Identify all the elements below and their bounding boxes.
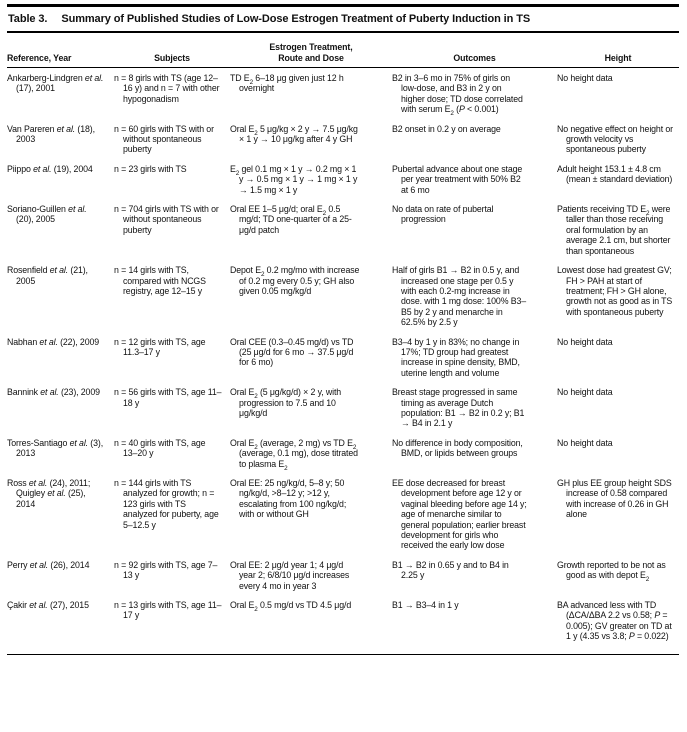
- table-caption: Table 3. Summary of Published Studies of…: [7, 4, 679, 33]
- cell-outcomes: B1 → B3–4 in 1 y: [392, 600, 459, 611]
- column-header-subjects: Subjects: [154, 52, 190, 63]
- cell-subjects: n = 92 girls with TS, age 7–13 y: [114, 559, 218, 581]
- cell-outcomes: No difference in body composition, BMD, …: [392, 437, 523, 459]
- column-header-estrogen-treatment: Estrogen Treatment, Route and Dose: [269, 42, 353, 63]
- cell-height: Lowest dose had greatest GV; FH > PAH at…: [557, 265, 673, 317]
- column-header-height: Height: [604, 52, 632, 63]
- table-title: Summary of Published Studies of Low-Dose…: [61, 13, 531, 25]
- cell-treatment-route-dose: Oral E2 0.5 mg/d vs TD 4.5 μg/d: [230, 600, 352, 613]
- cell-subjects: n = 704 girls with TS with or without sp…: [114, 204, 219, 235]
- cell-height: Growth reported to be not as good as wit…: [557, 559, 666, 583]
- cell-treatment-route-dose: TD E2 6–18 μg given just 12 h overnight: [230, 73, 344, 94]
- cell-treatment-route-dose: Oral CEE (0.3–0.45 mg/d) vs TD (25 μg/d …: [230, 336, 354, 368]
- cell-outcomes: B2 in 3–6 mo in 75% of girls on low-dose…: [392, 73, 523, 117]
- column-header-reference-year: Reference, Year: [7, 52, 72, 63]
- table-row: Piippo et al. (19), 2004 n = 23 girls wi…: [7, 164, 679, 204]
- cell-height: Patients receiving TD E2 were taller tha…: [557, 204, 671, 256]
- cell-height: BA advanced less with TD (ΔCA/ΔBA 2.2 vs…: [557, 600, 672, 642]
- cell-outcomes: Breast stage progressed in same timing a…: [392, 387, 525, 429]
- cell-subjects: n = 13 girls with TS, age 11–17 y: [114, 600, 222, 621]
- table-row: Ross et al. (24), 2011; Quigley et al. (…: [7, 478, 679, 560]
- cell-reference-year: Perry et al. (26), 2014: [7, 559, 90, 570]
- table-row: Van Pareren et al. (18), 2003 n = 60 gir…: [7, 124, 679, 164]
- cell-outcomes: EE dose decreased for breast development…: [392, 478, 527, 551]
- cell-height: No height data: [557, 387, 613, 398]
- cell-outcomes: B1 → B2 in 0.65 y and to B4 in 2.25 y: [392, 559, 509, 581]
- cell-treatment-route-dose: Oral EE: 25 ng/kg/d, 5–8 y; 50 ng/kg/d, …: [230, 478, 347, 520]
- table-row: Perry et al. (26), 2014 n = 92 girls wit…: [7, 560, 679, 600]
- cell-subjects: n = 144 girls with TS analyzed for growt…: [114, 478, 219, 530]
- cell-treatment-route-dose: Oral E2 (average, 2 mg) vs TD E2 (averag…: [230, 437, 358, 472]
- table-row: Nabhan et al. (22), 2009 n = 12 girls wi…: [7, 337, 679, 388]
- cell-height: No height data: [557, 437, 613, 448]
- cell-subjects: n = 8 girls with TS (age 12–16 y) and n …: [114, 73, 220, 104]
- cell-reference-year: Rosenfield et al. (21), 2005: [7, 265, 88, 286]
- cell-reference-year: Nabhan et al. (22), 2009: [7, 336, 100, 347]
- table-header: Reference, Year Subjects Estrogen Treatm…: [7, 33, 679, 68]
- cell-subjects: n = 40 girls with TS, age 13–20 y: [114, 437, 206, 459]
- cell-reference-year: Torres-Santiago et al. (3), 2013: [7, 437, 104, 459]
- table-row: Ankarberg-Lindgren et al. (17), 2001 n =…: [7, 68, 679, 124]
- table-row: Torres-Santiago et al. (3), 2013 n = 40 …: [7, 438, 679, 478]
- cell-height: Adult height 153.1 ± 4.8 cm (mean ± stan…: [557, 163, 673, 185]
- table-row: Bannink et al. (23), 2009 n = 56 girls w…: [7, 387, 679, 438]
- cell-reference-year: Piippo et al. (19), 2004: [7, 163, 93, 174]
- cell-subjects: n = 12 girls with TS, age 11.3–17 y: [114, 336, 206, 357]
- cell-reference-year: Soriano-Guillen et al. (20), 2005: [7, 204, 87, 225]
- cell-outcomes: Half of girls B1 → B2 in 0.5 y, and incr…: [392, 265, 527, 328]
- cell-subjects: n = 14 girls with TS, compared with NCGS…: [114, 265, 206, 296]
- cell-outcomes: No data on rate of pubertal progression: [392, 204, 494, 225]
- cell-reference-year: Ross et al. (24), 2011; Quigley et al. (…: [7, 478, 91, 509]
- table-body: Ankarberg-Lindgren et al. (17), 2001 n =…: [7, 68, 679, 655]
- table-number-label: Table 3.: [8, 13, 48, 25]
- cell-height: GH plus EE group height SDS increase of …: [557, 478, 672, 520]
- cell-reference-year: Ankarberg-Lindgren et al. (17), 2001: [7, 73, 104, 94]
- cell-treatment-route-dose: Depot E2 0.2 mg/mo with increase of 0.2 …: [230, 265, 360, 296]
- studies-table: Reference, Year Subjects Estrogen Treatm…: [7, 33, 679, 655]
- cell-treatment-route-dose: Oral EE: 2 μg/d year 1; 4 μg/d year 2; 6…: [230, 559, 350, 591]
- paper-table-page: Table 3. Summary of Published Studies of…: [7, 4, 679, 655]
- cell-treatment-route-dose: E2 gel 0.1 mg × 1 y → 0.2 mg × 1 y → 0.5…: [230, 163, 358, 195]
- table-row: Rosenfield et al. (21), 2005 n = 14 girl…: [7, 265, 679, 336]
- cell-reference-year: Çakir et al. (27), 2015: [7, 600, 89, 611]
- column-header-outcomes: Outcomes: [453, 52, 496, 63]
- cell-height: No negative effect on height or growth v…: [557, 123, 673, 155]
- table-row: Soriano-Guillen et al. (20), 2005 n = 70…: [7, 204, 679, 265]
- cell-subjects: n = 60 girls with TS with or without spo…: [114, 123, 214, 155]
- cell-outcomes: B2 onset in 0.2 y on average: [392, 123, 501, 134]
- cell-subjects: n = 23 girls with TS: [114, 163, 187, 174]
- cell-outcomes: B3–4 by 1 y in 83%; no change in 17%; TD…: [392, 336, 520, 378]
- cell-subjects: n = 56 girls with TS, age 11–18 y: [114, 387, 222, 408]
- cell-treatment-route-dose: Oral E2 (5 μg/kg/d) × 2 y, with progress…: [230, 387, 342, 418]
- cell-treatment-route-dose: Oral E2 5 μg/kg × 2 y → 7.5 μg/kg × 1 y …: [230, 123, 358, 145]
- cell-reference-year: Bannink et al. (23), 2009: [7, 387, 100, 398]
- cell-height: No height data: [557, 336, 613, 347]
- cell-treatment-route-dose: Oral EE 1–5 μg/d; oral E2 0.5 mg/d; TD o…: [230, 204, 352, 235]
- cell-outcomes: Pubertal advance about one stage per yea…: [392, 163, 523, 195]
- cell-reference-year: Van Pareren et al. (18), 2003: [7, 123, 95, 145]
- table-row: Çakir et al. (27), 2015 n = 13 girls wit…: [7, 600, 679, 654]
- cell-height: No height data: [557, 73, 613, 83]
